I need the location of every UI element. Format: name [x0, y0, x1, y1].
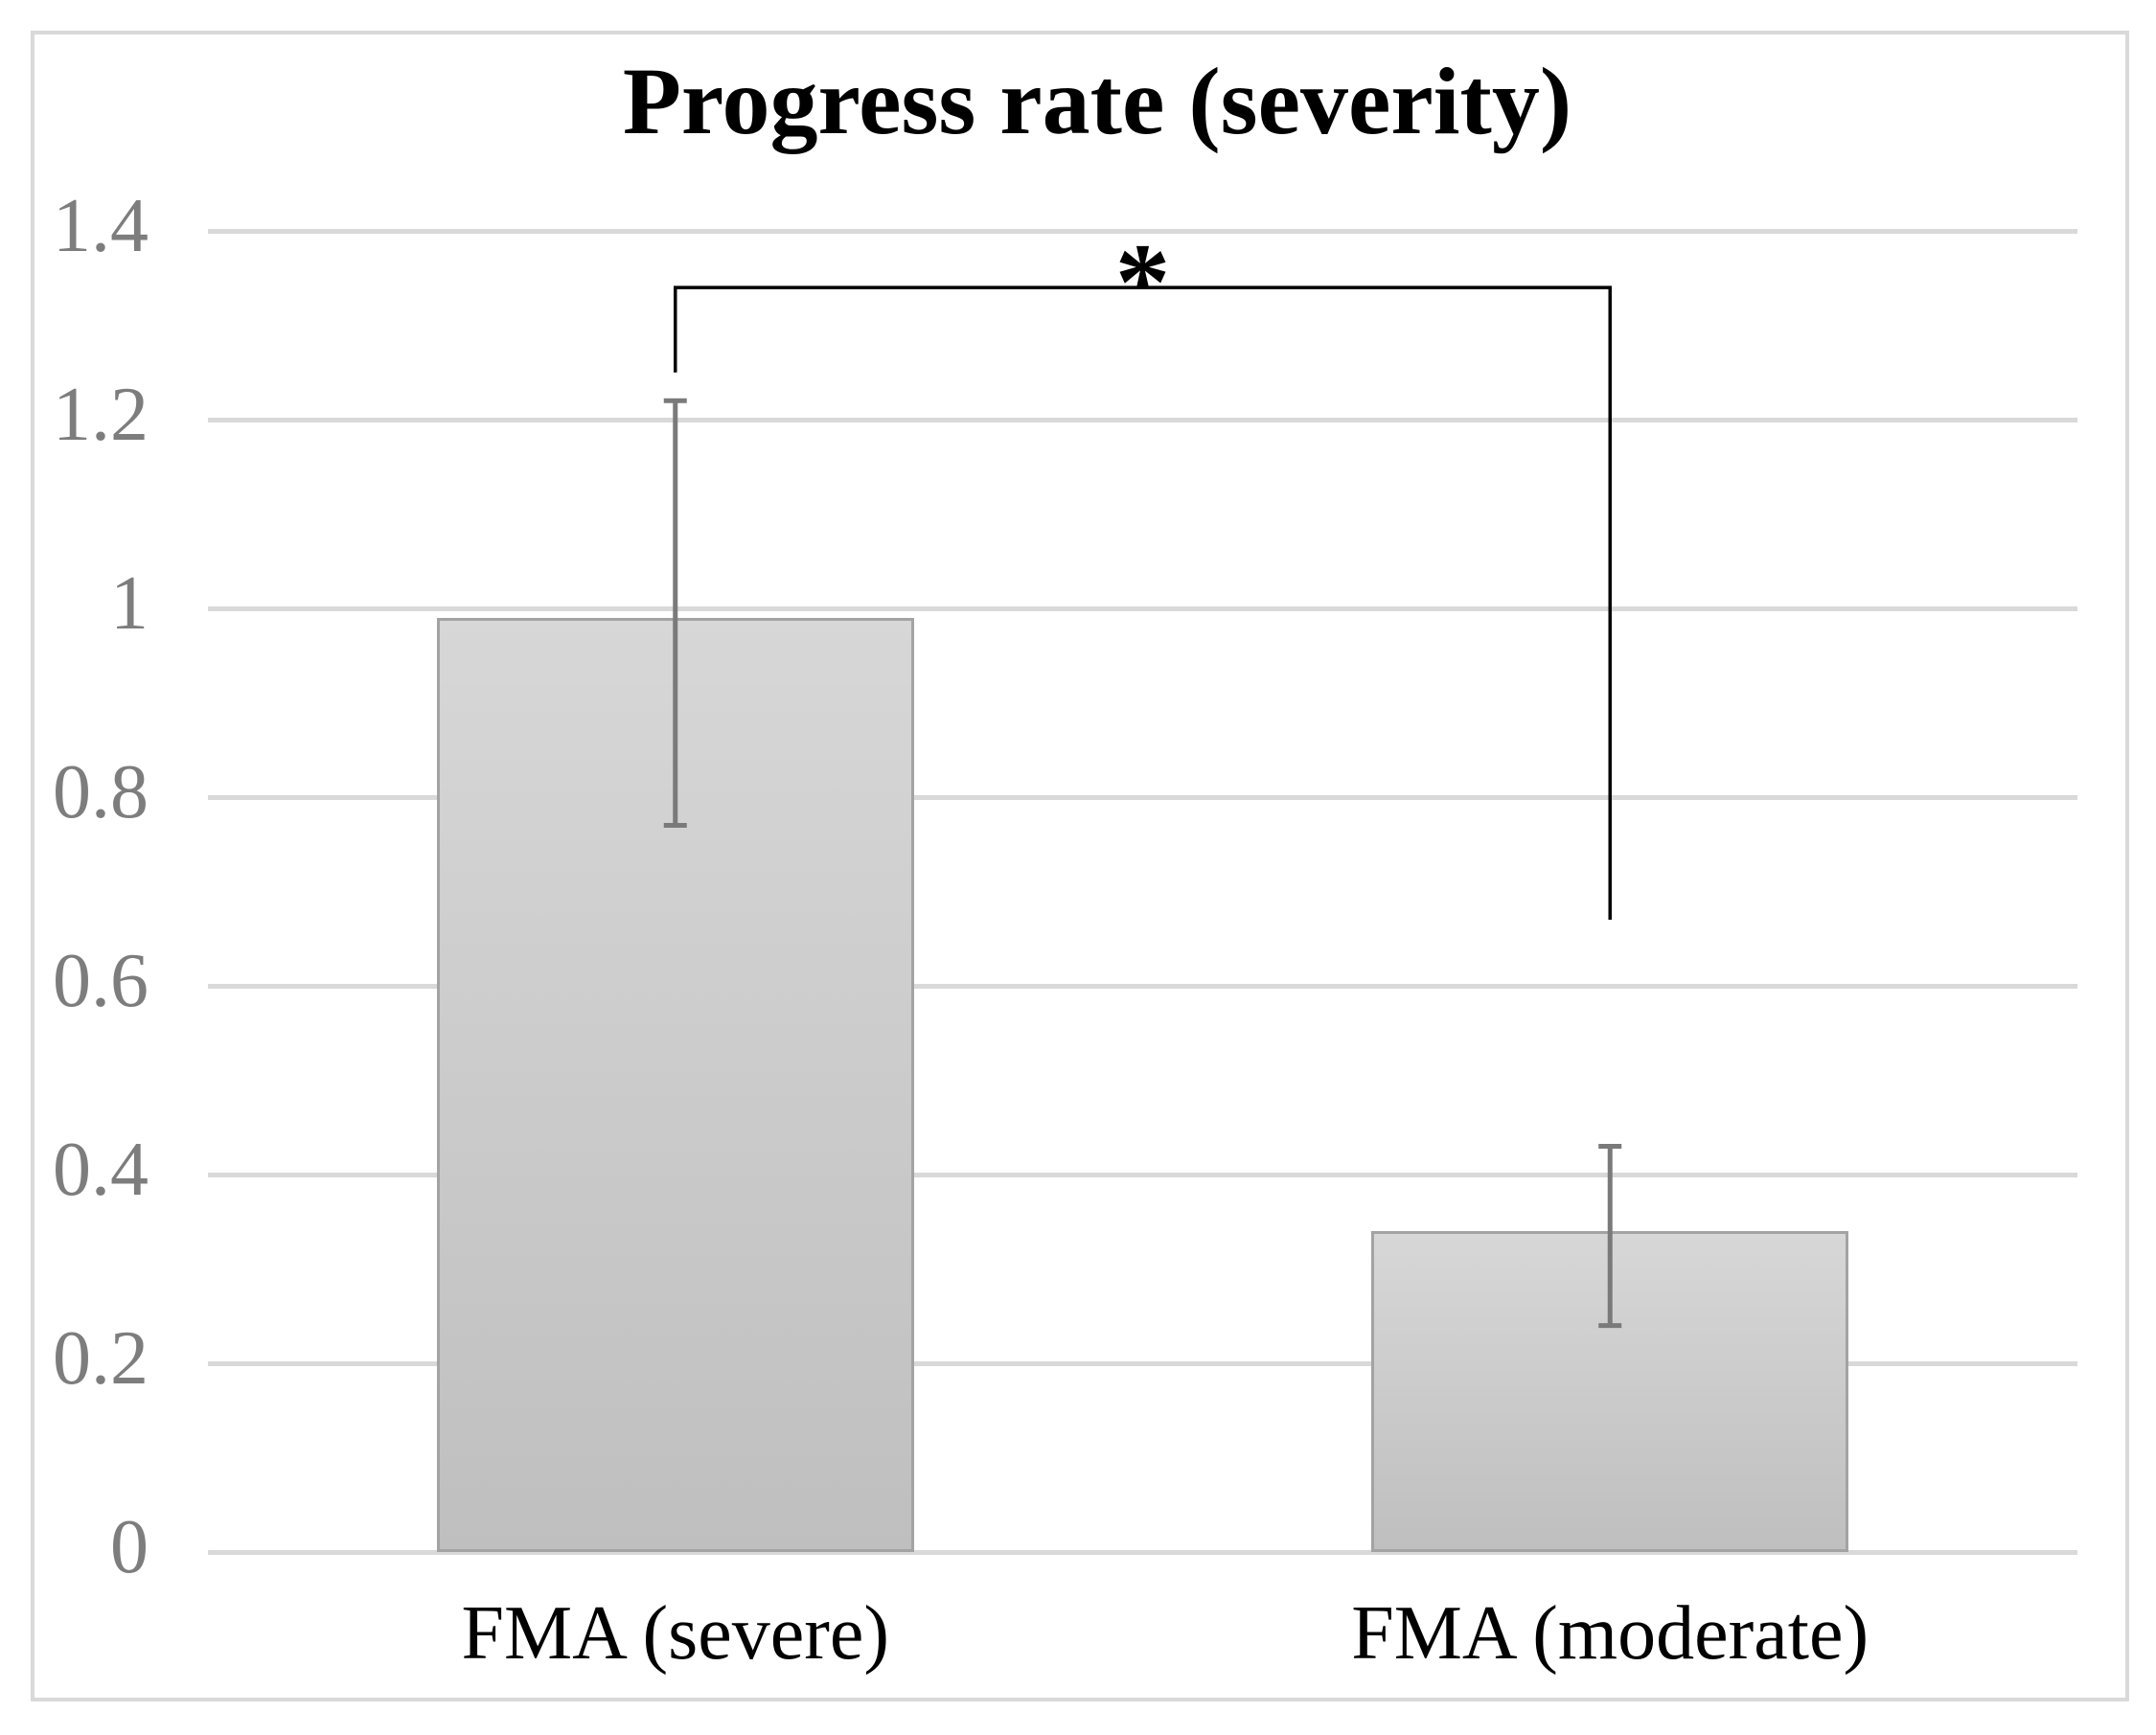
gridline: [208, 983, 2077, 989]
significance-asterisk: *: [1115, 221, 1171, 343]
gridline: [208, 1360, 2077, 1366]
error-bar: [663, 398, 687, 829]
y-tick-label: 1.4: [53, 184, 149, 268]
y-tick-label: 1.2: [53, 373, 149, 457]
y-tick-label: 1: [110, 561, 149, 646]
bar-fma-moderate: [1371, 1231, 1849, 1552]
gridline: [208, 1172, 2077, 1177]
x-axis-label: FMA (moderate): [1351, 1591, 1869, 1676]
gridline: [208, 1549, 2077, 1555]
error-bar: [1598, 1143, 1622, 1329]
y-tick-label: 0.8: [53, 750, 149, 834]
significance-bracket: [674, 285, 1612, 921]
chart-title: Progress rate (severity): [622, 48, 1572, 154]
gridline: [208, 794, 2077, 800]
y-tick-label: 0.6: [53, 939, 149, 1023]
gridline: [208, 417, 2077, 422]
y-tick-label: 0: [110, 1505, 149, 1589]
gridline: [208, 605, 2077, 611]
y-tick-label: 0.4: [53, 1128, 149, 1212]
x-axis-label: FMA (severe): [461, 1591, 890, 1676]
gridline: [208, 228, 2077, 234]
y-tick-label: 0.2: [53, 1316, 149, 1401]
